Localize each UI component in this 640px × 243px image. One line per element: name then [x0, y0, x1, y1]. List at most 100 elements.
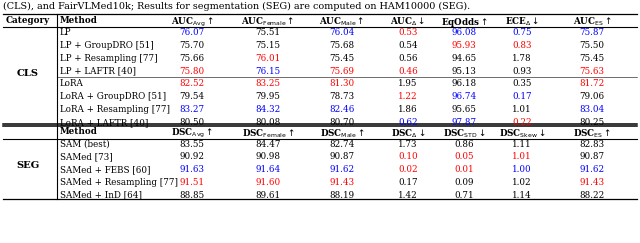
Text: 84.32: 84.32 — [255, 105, 280, 114]
Text: 78.73: 78.73 — [330, 92, 355, 101]
Text: 82.83: 82.83 — [579, 139, 605, 148]
Text: 80.50: 80.50 — [179, 118, 205, 127]
Text: EqOdds$\uparrow$: EqOdds$\uparrow$ — [440, 16, 488, 29]
Text: 1.02: 1.02 — [512, 178, 532, 187]
Text: 75.63: 75.63 — [579, 67, 605, 76]
Text: 80.08: 80.08 — [255, 118, 280, 127]
Text: 97.87: 97.87 — [451, 118, 477, 127]
Text: 91.60: 91.60 — [255, 178, 280, 187]
Text: LP + Resampling [77]: LP + Resampling [77] — [60, 54, 157, 63]
Text: 84.47: 84.47 — [255, 139, 281, 148]
Text: Category: Category — [6, 16, 50, 25]
Text: 96.18: 96.18 — [451, 79, 477, 88]
Text: 0.56: 0.56 — [398, 54, 418, 63]
Text: SEG: SEG — [17, 161, 40, 170]
Text: DSC$_{\rm STD}$$\downarrow$: DSC$_{\rm STD}$$\downarrow$ — [443, 127, 485, 140]
Text: 90.98: 90.98 — [255, 152, 280, 161]
Text: 82.52: 82.52 — [179, 79, 205, 88]
Text: DSC$_{\rm Male}$$\uparrow$: DSC$_{\rm Male}$$\uparrow$ — [319, 127, 364, 140]
Text: LP + GroupDRO [51]: LP + GroupDRO [51] — [60, 41, 154, 50]
Text: 79.06: 79.06 — [579, 92, 605, 101]
Text: 75.51: 75.51 — [255, 28, 280, 37]
Text: 88.19: 88.19 — [330, 191, 355, 200]
Text: 91.62: 91.62 — [579, 165, 605, 174]
Text: CLS: CLS — [17, 69, 39, 78]
Text: 75.66: 75.66 — [179, 54, 205, 63]
Text: 83.25: 83.25 — [255, 79, 280, 88]
Text: 83.55: 83.55 — [180, 139, 204, 148]
Text: 90.87: 90.87 — [579, 152, 605, 161]
Text: AUC$_{\rm Female}$$\uparrow$: AUC$_{\rm Female}$$\uparrow$ — [241, 16, 295, 28]
Text: 0.71: 0.71 — [454, 191, 474, 200]
Text: 79.95: 79.95 — [255, 92, 280, 101]
Text: 75.45: 75.45 — [579, 54, 605, 63]
Text: 1.73: 1.73 — [398, 139, 418, 148]
Text: 0.53: 0.53 — [398, 28, 418, 37]
Text: 0.09: 0.09 — [454, 178, 474, 187]
Text: 76.04: 76.04 — [330, 28, 355, 37]
Text: 79.54: 79.54 — [179, 92, 205, 101]
Text: 82.46: 82.46 — [330, 105, 355, 114]
Text: 1.78: 1.78 — [512, 54, 532, 63]
Text: DSC$_{\rm Female}$$\uparrow$: DSC$_{\rm Female}$$\uparrow$ — [241, 127, 294, 140]
Text: 91.63: 91.63 — [179, 165, 205, 174]
Text: 75.69: 75.69 — [330, 67, 355, 76]
Text: 96.74: 96.74 — [451, 92, 477, 101]
Text: 75.15: 75.15 — [255, 41, 280, 50]
Text: 75.80: 75.80 — [179, 67, 205, 76]
Text: 76.07: 76.07 — [179, 28, 205, 37]
Text: SAMed [73]: SAMed [73] — [60, 152, 113, 161]
Text: 94.65: 94.65 — [451, 54, 477, 63]
Text: 88.22: 88.22 — [579, 191, 605, 200]
Text: 1.01: 1.01 — [512, 105, 532, 114]
Text: 81.72: 81.72 — [579, 79, 605, 88]
Text: 96.08: 96.08 — [451, 28, 477, 37]
Text: 82.74: 82.74 — [330, 139, 355, 148]
Text: 0.46: 0.46 — [398, 67, 418, 76]
Text: LoRA + GroupDRO [51]: LoRA + GroupDRO [51] — [60, 92, 166, 101]
Text: Method: Method — [60, 16, 98, 25]
Text: 91.43: 91.43 — [579, 178, 605, 187]
Text: SAM (best): SAM (best) — [60, 139, 109, 148]
Text: 0.35: 0.35 — [512, 79, 532, 88]
Text: 0.83: 0.83 — [512, 41, 532, 50]
Text: 95.93: 95.93 — [452, 41, 476, 50]
Text: AUC$_{\rm Male}$$\uparrow$: AUC$_{\rm Male}$$\uparrow$ — [319, 16, 365, 28]
Text: 75.50: 75.50 — [579, 41, 605, 50]
Text: 0.02: 0.02 — [398, 165, 418, 174]
Text: 1.00: 1.00 — [512, 165, 532, 174]
Text: DSC$_{\Delta}$$\downarrow$: DSC$_{\Delta}$$\downarrow$ — [390, 127, 426, 140]
Text: 76.15: 76.15 — [255, 67, 280, 76]
Text: 88.85: 88.85 — [179, 191, 205, 200]
Text: 1.42: 1.42 — [398, 191, 418, 200]
Text: 80.25: 80.25 — [579, 118, 605, 127]
Text: LP: LP — [60, 28, 72, 37]
Text: AUC$_{\rm ES}$$\uparrow$: AUC$_{\rm ES}$$\uparrow$ — [573, 16, 611, 28]
Text: 0.54: 0.54 — [398, 41, 418, 50]
Text: 0.01: 0.01 — [454, 165, 474, 174]
Text: AUC$_{\rm Avg}$$\uparrow$: AUC$_{\rm Avg}$$\uparrow$ — [171, 16, 213, 29]
Text: SAMed + Resampling [77]: SAMed + Resampling [77] — [60, 178, 178, 187]
Text: DSC$_{\rm ES}$$\uparrow$: DSC$_{\rm ES}$$\uparrow$ — [573, 127, 611, 140]
Text: 0.22: 0.22 — [512, 118, 532, 127]
Text: (CLS), and FairVLMed10k; Results for segmentation (SEG) are computed on HAM10000: (CLS), and FairVLMed10k; Results for seg… — [3, 2, 470, 11]
Text: SAMed + InD [64]: SAMed + InD [64] — [60, 191, 142, 200]
Text: 75.70: 75.70 — [179, 41, 205, 50]
Text: 95.65: 95.65 — [452, 105, 476, 114]
Text: 91.51: 91.51 — [179, 178, 205, 187]
Text: LoRA + Resampling [77]: LoRA + Resampling [77] — [60, 105, 170, 114]
Text: Method: Method — [60, 127, 98, 136]
Text: 91.62: 91.62 — [330, 165, 355, 174]
Text: 1.86: 1.86 — [398, 105, 418, 114]
Text: 90.92: 90.92 — [179, 152, 205, 161]
Text: 89.61: 89.61 — [255, 191, 280, 200]
Text: LP + LAFTR [40]: LP + LAFTR [40] — [60, 67, 136, 76]
Text: 81.30: 81.30 — [330, 79, 355, 88]
Text: DSC$_{\rm Skew}$$\downarrow$: DSC$_{\rm Skew}$$\downarrow$ — [499, 127, 545, 140]
Text: LoRA: LoRA — [60, 79, 84, 88]
Text: 80.70: 80.70 — [330, 118, 355, 127]
Text: 75.68: 75.68 — [330, 41, 355, 50]
Text: 1.14: 1.14 — [512, 191, 532, 200]
Text: 91.43: 91.43 — [330, 178, 355, 187]
Text: 75.45: 75.45 — [330, 54, 355, 63]
